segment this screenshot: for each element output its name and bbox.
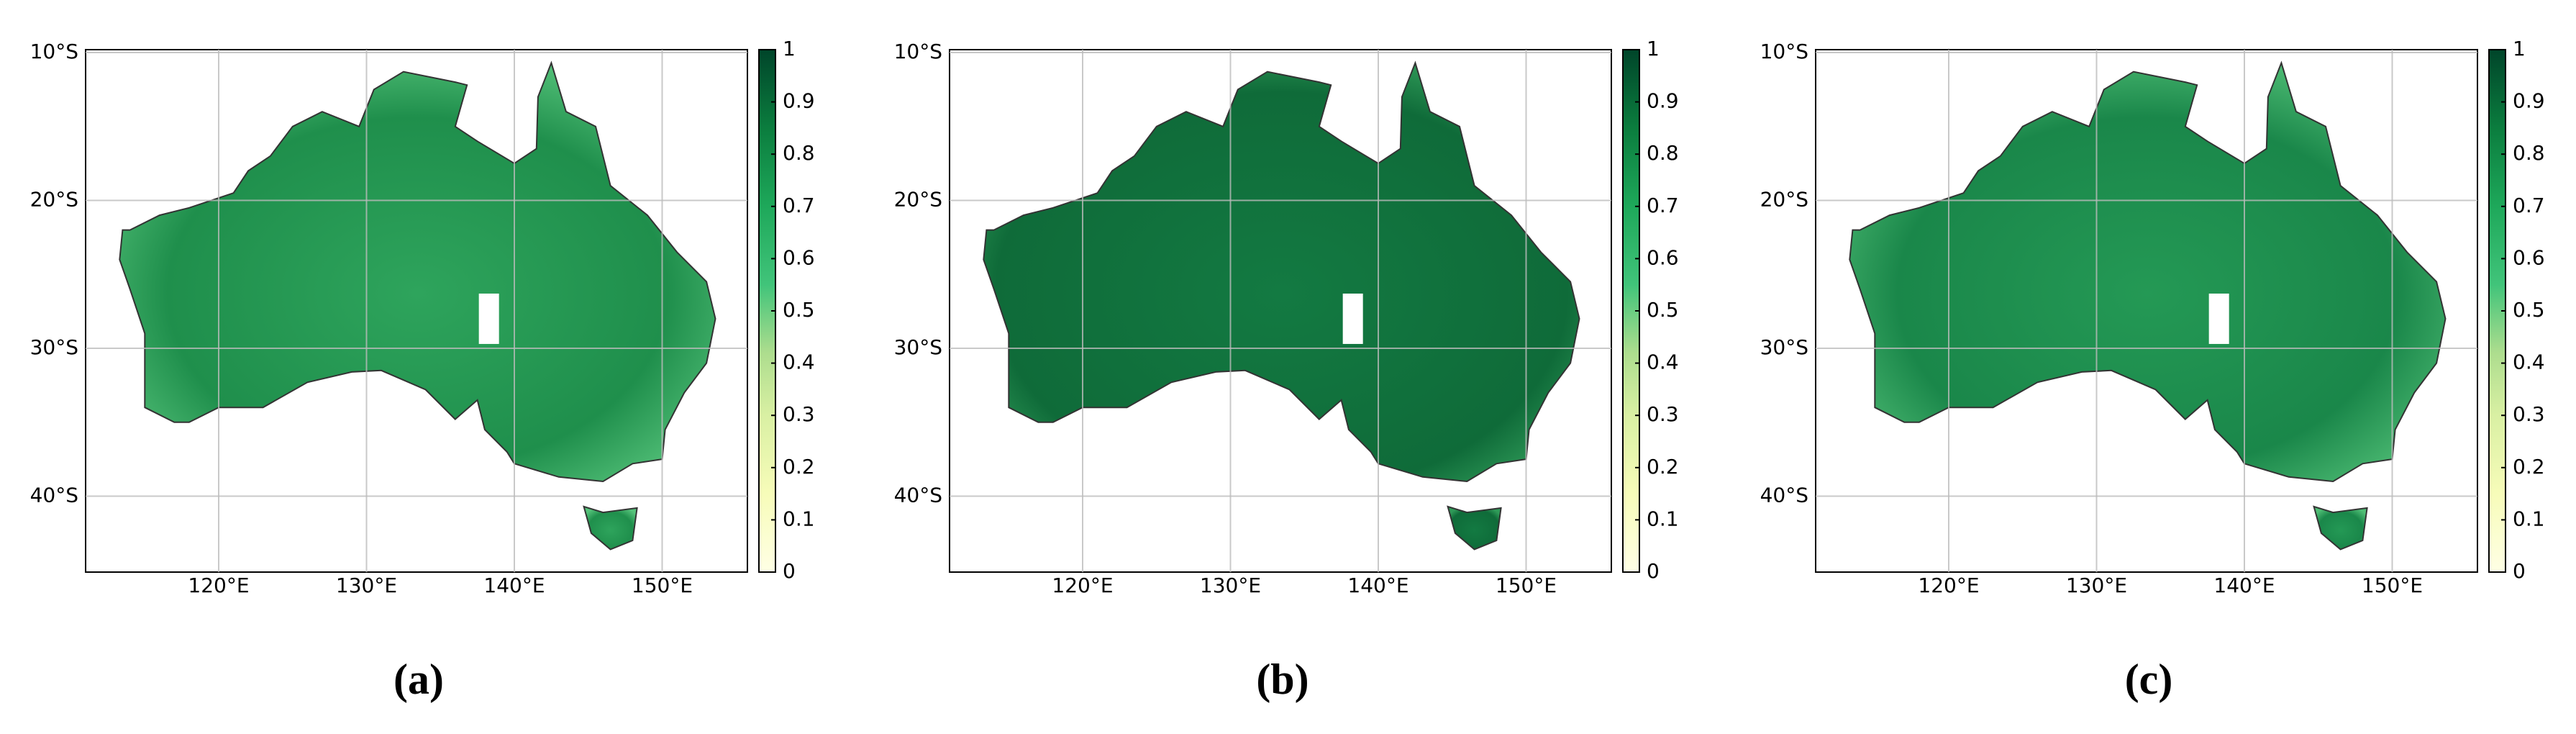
colorbar-label: 0.4 — [783, 350, 815, 374]
lon-label: 150°E — [1496, 574, 1557, 597]
colorbar-label: 0 — [783, 559, 796, 583]
colorbar-label: 0.3 — [1647, 402, 1679, 426]
colorbar-label: 0.3 — [783, 402, 815, 426]
colorbar-label: 0.6 — [1647, 245, 1679, 269]
lon-label: 120°E — [188, 574, 249, 597]
colorbar-label: 0.3 — [2513, 402, 2545, 426]
panel-label: (a) — [393, 656, 444, 703]
tasmania — [1447, 505, 1502, 550]
lat-label: 20°S — [1760, 188, 1808, 212]
lon-label: 130°E — [1200, 574, 1261, 597]
colorbar-label: 0.9 — [2513, 89, 2545, 113]
colorbar-label: 0.2 — [2513, 455, 2545, 479]
colorbar-label: 0.1 — [2513, 507, 2545, 530]
lat-label: 30°S — [30, 335, 78, 359]
colorbar-label: 0.5 — [2513, 298, 2545, 322]
lon-label: 120°E — [1918, 574, 1979, 597]
missing-data — [2208, 293, 2229, 344]
colorbar-label: 0.7 — [2513, 194, 2545, 217]
lat-label: 20°S — [894, 188, 942, 212]
colorbar-label: 0.6 — [783, 245, 815, 269]
colorbar-label: 1 — [783, 37, 796, 60]
mainland — [983, 60, 1580, 483]
lon-label: 120°E — [1052, 574, 1113, 597]
lon-label: 130°E — [336, 574, 397, 597]
tasmania — [2313, 505, 2368, 550]
panel-label: (b) — [1256, 656, 1309, 703]
lon-label: 150°E — [2362, 574, 2423, 597]
lon-label: 140°E — [2213, 574, 2275, 597]
colorbar-label: 0.6 — [2513, 245, 2545, 269]
map-panel: 120°E 130°E 140°E 150°E 10°S 20°S 30°S 40°S 0 0.1… — [1760, 37, 2545, 703]
lat-label: 10°S — [30, 40, 78, 63]
colorbar-label: 0.9 — [1647, 89, 1679, 113]
lat-label: 10°S — [1760, 40, 1808, 63]
mainland — [1849, 60, 2447, 483]
mainland — [119, 60, 716, 483]
lon-label: 140°E — [1347, 574, 1408, 597]
colorbar-label: 0.8 — [1647, 141, 1679, 165]
missing-data — [1342, 293, 1363, 344]
colorbar-label: 0.1 — [1647, 507, 1679, 530]
colorbar-label: 0 — [2513, 559, 2526, 583]
lat-label: 10°S — [894, 40, 942, 63]
lat-label: 40°S — [1760, 484, 1808, 507]
panel-label: (c) — [2125, 656, 2173, 703]
lat-label: 40°S — [30, 484, 78, 507]
colorbar-label: 1 — [2513, 37, 2526, 60]
map-panel: 120°E 130°E 140°E 150°E 10°S 20°S 30°S 40°S 0 0.1… — [30, 37, 815, 703]
missing-data — [478, 293, 499, 344]
colorbar-label: 0.2 — [783, 455, 815, 479]
lat-label: 20°S — [30, 188, 78, 212]
colorbar-label: 0.1 — [783, 507, 815, 530]
colorbar-label: 1 — [1647, 37, 1660, 60]
colorbar-label: 0.7 — [783, 194, 815, 217]
colorbar-label: 0 — [1647, 559, 1660, 583]
tasmania — [583, 505, 638, 550]
colorbar-label: 0.5 — [783, 298, 815, 322]
colorbar-label: 0.2 — [1647, 455, 1679, 479]
colorbar-label: 0.4 — [1647, 350, 1679, 374]
lon-label: 150°E — [632, 574, 693, 597]
lon-label: 130°E — [2066, 574, 2127, 597]
lat-label: 30°S — [1760, 335, 1808, 359]
colorbar-label: 0.4 — [2513, 350, 2545, 374]
lat-label: 30°S — [894, 335, 942, 359]
colorbar-label: 0.8 — [2513, 141, 2545, 165]
map-panel: 120°E 130°E 140°E 150°E 10°S 20°S 30°S 40°S 0 0.1… — [894, 37, 1679, 703]
colorbar-label: 0.7 — [1647, 194, 1679, 217]
colorbar-label: 0.5 — [1647, 298, 1679, 322]
lon-label: 140°E — [483, 574, 545, 597]
colorbar-label: 0.8 — [783, 141, 815, 165]
colorbar-label: 0.9 — [783, 89, 815, 113]
lat-label: 40°S — [894, 484, 942, 507]
